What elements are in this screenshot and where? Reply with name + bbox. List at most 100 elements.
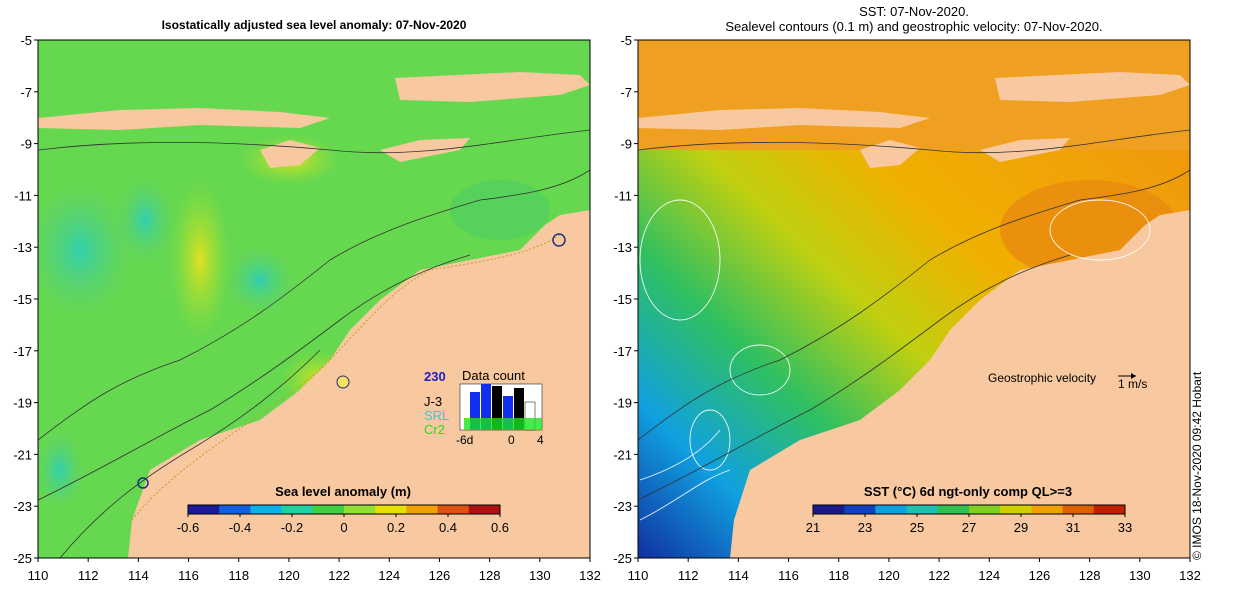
right-lat-tick-label: -13 xyxy=(613,240,632,255)
colorbar-segment xyxy=(437,505,470,514)
left-lat-tick-label: -5 xyxy=(20,33,32,48)
colorbar-segment xyxy=(312,505,345,514)
right-lat-tick-label: -7 xyxy=(620,85,632,100)
colorbar-segment xyxy=(468,505,501,514)
right-lat-tick-label: -11 xyxy=(614,188,632,203)
colorbar-segment xyxy=(250,505,283,514)
colorbar-segment xyxy=(344,505,376,514)
colorbar-segment xyxy=(1093,505,1126,514)
right-map-title-line2: Sealevel contours (0.1 m) and geostrophi… xyxy=(725,19,1103,34)
left-lat-tick-label: -7 xyxy=(20,85,32,100)
right-lat-tick-label: -25 xyxy=(613,551,632,566)
data-count-title: Data count xyxy=(462,368,525,383)
colorbar-tick-label: 25 xyxy=(910,520,924,535)
colorbar-tick-label: 0.4 xyxy=(439,520,457,535)
right-lon-tick-label: 118 xyxy=(828,568,849,583)
right-lon-tick-label: 132 xyxy=(1179,568,1201,583)
left-lon-tick-label: 126 xyxy=(429,568,451,583)
data-count-xtick-2: 4 xyxy=(537,433,544,447)
right-map-title-line1: SST: 07-Nov-2020. xyxy=(859,4,969,19)
colorbar-segment xyxy=(219,505,251,514)
colorbar-tick-label: 0 xyxy=(340,520,347,535)
right-lat-tick-label: -9 xyxy=(620,137,632,152)
colorbar-tick-label: 29 xyxy=(1014,520,1028,535)
right-lat-tick-label: -19 xyxy=(613,396,632,411)
right-lon-tick-label: 128 xyxy=(1079,568,1101,583)
right-lat-tick-label: -5 xyxy=(620,33,632,48)
colorbar-segment xyxy=(844,505,876,514)
left-lon-tick-label: 114 xyxy=(128,568,149,583)
right-lon-tick-label: 130 xyxy=(1129,568,1151,583)
velocity-key-unit: 1 m/s xyxy=(1118,377,1147,391)
left-lat-tick-label: -13 xyxy=(13,240,32,255)
right-lon-tick-label: 120 xyxy=(878,568,900,583)
right-lat-tick-label: -23 xyxy=(613,499,632,514)
left-lat-tick-label: -21 xyxy=(13,447,32,462)
right-lat-tick-label: -17 xyxy=(613,344,632,359)
left-lat-tick-label: -15 xyxy=(13,292,32,307)
colorbar-segment xyxy=(1000,505,1032,514)
data-count-xtick-1: 0 xyxy=(508,433,515,447)
left-colorbar-label: Sea level anomaly (m) xyxy=(275,484,411,499)
colorbar-tick-label: -0.4 xyxy=(229,520,251,535)
left-map-area xyxy=(38,40,590,558)
colorbar-tick-label: 0.6 xyxy=(491,520,509,535)
mission-j3: J-3 xyxy=(424,394,442,409)
right-lat-tick-label: -15 xyxy=(613,292,632,307)
right-lat-tick-label: -21 xyxy=(613,447,632,462)
left-lat-tick-label: -11 xyxy=(14,188,32,203)
colorbar-tick-label: -0.6 xyxy=(177,520,199,535)
data-count-xtick-0: -6d xyxy=(456,433,473,447)
left-lat-tick-label: -19 xyxy=(13,396,32,411)
right-lon-tick-label: 110 xyxy=(628,568,649,583)
left-lon-tick-label: 116 xyxy=(178,568,199,583)
colorbar-segment xyxy=(906,505,939,514)
right-lon-tick-label: 112 xyxy=(678,568,699,583)
left-lon-tick-label: 112 xyxy=(78,568,99,583)
colorbar-segment xyxy=(1031,505,1064,514)
right-colorbar xyxy=(812,504,1126,517)
colorbar-tick-label: 27 xyxy=(962,520,976,535)
right-map-area xyxy=(638,40,1190,558)
colorbar-segment xyxy=(969,505,1001,514)
left-colorbar xyxy=(187,504,501,517)
colorbar-tick-label: -0.2 xyxy=(281,520,303,535)
left-lat-tick-label: -23 xyxy=(13,499,32,514)
right-lon-tick-label: 122 xyxy=(928,568,950,583)
colorbar-tick-label: 23 xyxy=(858,520,872,535)
left-lon-tick-label: 122 xyxy=(328,568,350,583)
left-lon-tick-label: 128 xyxy=(479,568,501,583)
right-colorbar-label: SST (°C) 6d ngt-only comp QL>=3 xyxy=(864,484,1072,499)
colorbar-tick-label: 0.2 xyxy=(387,520,405,535)
left-lon-tick-label: 110 xyxy=(28,568,49,583)
colorbar-tick-label: 21 xyxy=(806,520,820,535)
left-lon-tick-label: 124 xyxy=(378,568,400,583)
left-lon-tick-label: 120 xyxy=(278,568,300,583)
data-count-chart xyxy=(459,383,543,431)
colorbar-segment xyxy=(937,505,970,514)
colorbar-segment xyxy=(375,505,407,514)
colorbar-segment xyxy=(875,505,908,514)
right-lon-tick-label: 114 xyxy=(728,568,749,583)
right-lon-tick-label: 116 xyxy=(778,568,799,583)
colorbar-tick-label: 31 xyxy=(1066,520,1080,535)
left-map-title: Isostatically adjusted sea level anomaly… xyxy=(161,18,467,32)
left-lat-tick-label: -9 xyxy=(20,137,32,152)
colorbar-tick-label: 33 xyxy=(1118,520,1132,535)
right-lon-tick-label: 126 xyxy=(1029,568,1051,583)
colorbar-segment xyxy=(1062,505,1095,514)
mission-srl: SRL xyxy=(424,408,449,423)
credit-text: © IMOS 18-Nov-2020 09:42 Hobart xyxy=(1190,371,1204,560)
colorbar-segment xyxy=(188,505,220,514)
left-lat-tick-label: -25 xyxy=(13,551,32,566)
left-lon-tick-label: 130 xyxy=(529,568,551,583)
mission-label-blue: 230 xyxy=(424,369,446,384)
colorbar-segment xyxy=(813,505,845,514)
right-lon-tick-label: 124 xyxy=(978,568,1000,583)
left-lat-tick-label: -17 xyxy=(13,344,32,359)
colorbar-segment xyxy=(406,505,439,514)
left-lon-tick-label: 118 xyxy=(228,568,249,583)
left-lon-tick-label: 132 xyxy=(579,568,601,583)
velocity-key-label: Geostrophic velocity xyxy=(988,371,1096,385)
